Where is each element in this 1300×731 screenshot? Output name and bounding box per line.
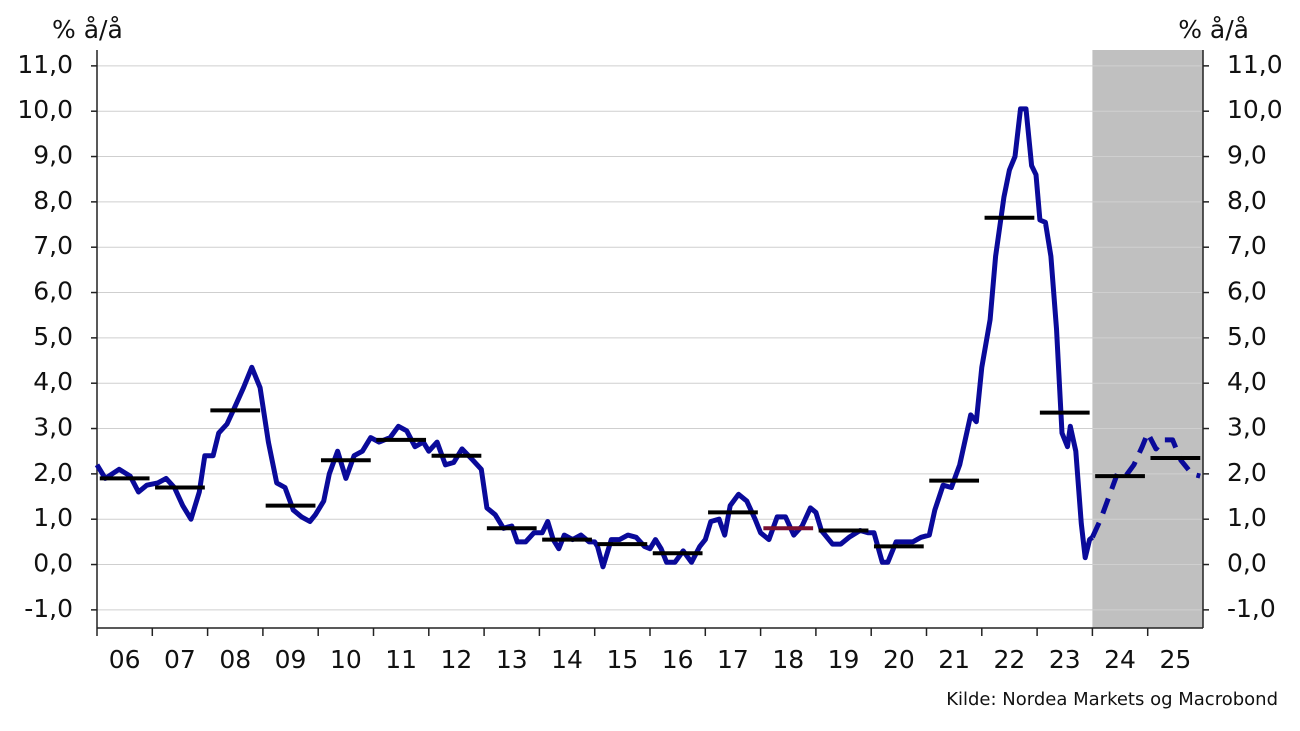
y-tick-label: 10,0 <box>17 95 73 124</box>
y2-tick-label: 0,0 <box>1227 549 1267 578</box>
y2-tick-label: 2,0 <box>1227 458 1267 487</box>
y2-tick-label: 8,0 <box>1227 186 1267 215</box>
x-tick-label: 07 <box>164 645 196 674</box>
y-tick-label: 4,0 <box>33 367 73 396</box>
y-tick-label: 8,0 <box>33 186 73 215</box>
x-tick-label: 09 <box>275 645 307 674</box>
y-tick-label: 0,0 <box>33 549 73 578</box>
x-tick-label: 06 <box>109 645 141 674</box>
y-tick-label: 2,0 <box>33 458 73 487</box>
y2-tick-label: 10,0 <box>1227 95 1283 124</box>
y-tick-label: 5,0 <box>33 322 73 351</box>
y2-tick-label: 6,0 <box>1227 277 1267 306</box>
x-tick-label: 08 <box>219 645 251 674</box>
x-tick-label: 11 <box>385 645 417 674</box>
y2-tick-label: 5,0 <box>1227 322 1267 351</box>
x-tick-label: 23 <box>1049 645 1081 674</box>
x-tick-label: 13 <box>496 645 528 674</box>
y-axis-label: % å/å <box>52 15 123 44</box>
y-tick-label: 3,0 <box>33 413 73 442</box>
x-tick-label: 24 <box>1104 645 1136 674</box>
y-tick-label: -1,0 <box>24 594 73 623</box>
x-tick-label: 10 <box>330 645 362 674</box>
y-tick-label: 9,0 <box>33 141 73 170</box>
y2-axis-label: % å/å <box>1178 15 1249 44</box>
x-tick-label: 22 <box>994 645 1026 674</box>
y-tick-label: 6,0 <box>33 277 73 306</box>
y2-tick-label: 1,0 <box>1227 503 1267 532</box>
y2-tick-label: 3,0 <box>1227 413 1267 442</box>
source-note: Kilde: Nordea Markets og Macrobond <box>946 689 1278 710</box>
x-tick-label: 19 <box>828 645 860 674</box>
forecast-shade <box>1092 50 1203 628</box>
x-tick-label: 17 <box>717 645 749 674</box>
data-line <box>94 106 1094 570</box>
x-tick-label: 15 <box>606 645 638 674</box>
x-tick-label: 14 <box>551 645 583 674</box>
y-tick-label: 11,0 <box>17 50 73 79</box>
x-tick-label: 18 <box>772 645 804 674</box>
x-tick-label: 21 <box>938 645 970 674</box>
y2-tick-label: -1,0 <box>1227 594 1276 623</box>
y-tick-label: 1,0 <box>33 503 73 532</box>
x-tick-label: 16 <box>662 645 694 674</box>
y-tick-label: 7,0 <box>33 231 73 260</box>
y2-tick-label: 11,0 <box>1227 50 1283 79</box>
y2-tick-label: 9,0 <box>1227 141 1267 170</box>
y2-tick-label: 4,0 <box>1227 367 1267 396</box>
y2-tick-label: 7,0 <box>1227 231 1267 260</box>
x-tick-label: 20 <box>883 645 915 674</box>
x-tick-label: 25 <box>1159 645 1191 674</box>
x-tick-label: 12 <box>441 645 473 674</box>
